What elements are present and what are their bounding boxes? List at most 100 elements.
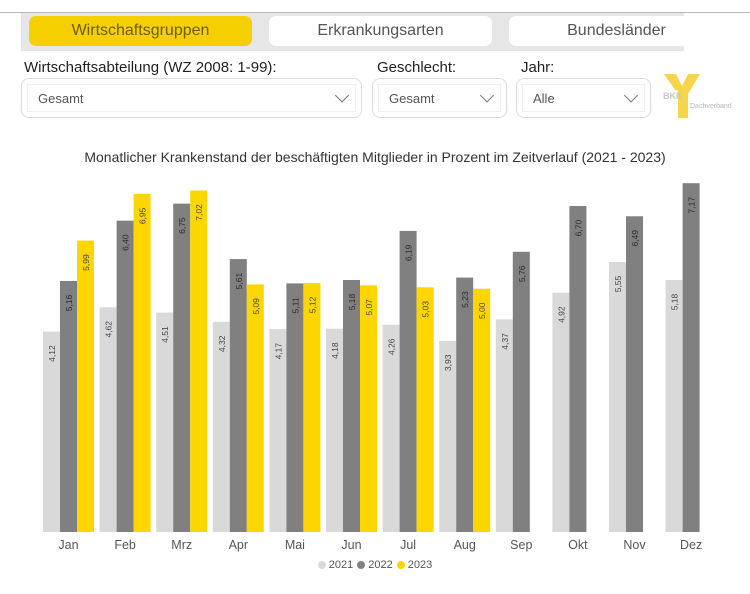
bar-2023-Jun[interactable] <box>360 285 377 532</box>
legend-dot-2021 <box>317 561 326 569</box>
data-label-2023-Jan: 5,99 <box>81 254 91 271</box>
x-tick-label-Jul: Jul <box>400 538 416 552</box>
logo-sub-text: Dachverband <box>690 103 732 110</box>
x-tick-label-Jun: Jun <box>341 538 361 552</box>
jahr-dropdown[interactable]: Alle <box>516 78 651 118</box>
tab-bar: Wirtschaftsgruppen Erkrankungsarten Bund… <box>21 13 724 51</box>
x-tick-label-Dez: Dez <box>680 538 702 552</box>
bar-2023-Feb[interactable] <box>133 193 151 532</box>
x-tick-label-Nov: Nov <box>623 538 646 552</box>
tab-wirtschaftsgruppen[interactable]: Wirtschaftsgruppen <box>29 16 252 46</box>
bar-2023-Mrz[interactable] <box>190 190 208 532</box>
x-tick-label-Okt: Okt <box>568 538 588 552</box>
chart-title: Monatlicher Krankenstand der beschäftigt… <box>84 149 666 165</box>
bar-2021-Apr[interactable] <box>212 321 230 532</box>
bar-2023-Jan[interactable] <box>77 240 94 532</box>
data-label-2023-Mai: 5,12 <box>307 296 317 313</box>
x-tick-label-Mrz: Mrz <box>171 538 192 552</box>
data-label-2021-Apr: 4,32 <box>217 335 227 352</box>
bar-2021-Jun[interactable] <box>326 328 343 532</box>
bar-2022-Nov[interactable] <box>626 216 643 532</box>
bar-2021-Okt[interactable] <box>552 292 570 532</box>
data-label-2021-Jun: 4,18 <box>330 342 340 359</box>
data-label-2021-Jan: 4,12 <box>47 345 57 362</box>
geschlecht-filter-label: Geschlecht: <box>377 59 457 76</box>
tab-erkrankungsarten[interactable]: Erkrankungsarten <box>269 16 492 46</box>
bar-2022-Mai[interactable] <box>286 283 304 532</box>
data-label-2022-Jan: 5,16 <box>64 294 74 311</box>
bar-2022-Apr[interactable] <box>229 259 247 532</box>
logo-y-shape <box>664 74 700 118</box>
data-label-2023-Jun: 5,07 <box>364 299 374 316</box>
wirtschaft-dropdown[interactable]: Gesamt <box>21 78 362 118</box>
data-label-2021-Okt: 4,92 <box>556 306 566 323</box>
x-tick-label-Feb: Feb <box>114 538 136 552</box>
bar-2021-Nov[interactable] <box>609 262 626 532</box>
legend-item-2023[interactable]: 2023 <box>396 559 433 571</box>
bar-2021-Jan[interactable] <box>43 331 60 532</box>
data-label-2021-Feb: 4,62 <box>104 321 114 338</box>
data-label-2022-Jul: 6,19 <box>404 244 414 261</box>
data-label-2023-Apr: 5,09 <box>251 298 261 315</box>
legend-dot-2022 <box>357 561 366 569</box>
wirtschaft-value: Gesamt <box>38 90 84 106</box>
bar-2021-Sep[interactable] <box>495 319 513 532</box>
bar-2022-Sep[interactable] <box>512 251 530 532</box>
top-divider <box>0 12 750 13</box>
data-label-2022-Aug: 5,23 <box>460 291 470 308</box>
bar-2023-Aug[interactable] <box>473 288 491 532</box>
data-label-2021-Sep: 4,37 <box>500 333 510 350</box>
legend-item-2021[interactable]: 2021 <box>317 559 354 571</box>
data-label-2023-Mrz: 7,02 <box>194 204 204 221</box>
data-label-2022-Nov: 6,49 <box>630 230 640 247</box>
logo-brand-text: BKK <box>663 91 683 101</box>
bar-2022-Feb[interactable] <box>116 220 134 532</box>
bar-2021-Mrz[interactable] <box>156 312 174 532</box>
legend-label-2021: 2021 <box>328 559 354 571</box>
geschlecht-select: Gesamt <box>378 84 501 112</box>
legend-label-2023: 2023 <box>407 559 433 571</box>
data-label-2023-Jul: 5,03 <box>421 301 431 318</box>
bkk-dachverband-logo: BKK Dachverband <box>662 74 732 118</box>
bar-2022-Dez[interactable] <box>682 183 700 532</box>
wirtschaft-select: Gesamt <box>27 84 356 112</box>
data-label-2021-Aug: 3,93 <box>443 354 453 371</box>
data-label-2021-Jul: 4,26 <box>387 338 397 355</box>
bar-2022-Okt[interactable] <box>569 206 587 532</box>
legend-item-2022[interactable]: 2022 <box>357 559 393 571</box>
bar-2021-Aug[interactable] <box>439 340 457 532</box>
data-label-2021-Nov: 5,55 <box>613 275 623 292</box>
bar-2022-Aug[interactable] <box>456 277 474 532</box>
chart-legend: 2021 2022 2023 <box>0 559 750 571</box>
wirtschaft-filter-label: Wirtschaftsabteilung (WZ 2008: 1-99): <box>24 59 277 76</box>
geschlecht-value: Gesamt <box>389 90 435 106</box>
x-tick-label-Aug: Aug <box>454 538 476 552</box>
bar-2022-Mrz[interactable] <box>173 203 191 532</box>
bar-2022-Jan[interactable] <box>60 280 77 532</box>
legend-label-2022: 2022 <box>368 559 393 571</box>
bar-2021-Jul[interactable] <box>382 324 400 532</box>
bar-2021-Mai[interactable] <box>269 329 287 532</box>
jahr-value: Alle <box>533 90 555 106</box>
data-label-2022-Okt: 6,70 <box>573 220 583 237</box>
bar-2023-Jul[interactable] <box>416 287 434 532</box>
x-tick-label-Apr: Apr <box>229 538 248 552</box>
geschlecht-dropdown[interactable]: Gesamt <box>372 78 507 118</box>
bar-2022-Jun[interactable] <box>343 280 360 532</box>
bar-2021-Feb[interactable] <box>99 307 117 532</box>
x-tick-label-Mai: Mai <box>285 538 305 552</box>
x-tick-label-Sep: Sep <box>510 538 532 552</box>
bar-2022-Jul[interactable] <box>399 230 417 532</box>
data-label-2021-Mrz: 4,51 <box>160 326 170 343</box>
data-label-2021-Dez: 5,18 <box>670 293 680 310</box>
bar-2023-Mai[interactable] <box>303 282 321 532</box>
tab-bundeslaender[interactable]: Bundesländer <box>509 16 724 46</box>
bar-2023-Apr[interactable] <box>246 284 264 532</box>
data-label-2022-Feb: 6,40 <box>121 234 131 251</box>
x-tick-label-Jan: Jan <box>58 538 78 552</box>
data-label-2023-Aug: 5,00 <box>477 302 487 319</box>
bar-2021-Dez[interactable] <box>665 280 683 532</box>
data-label-2022-Jun: 5,18 <box>347 293 357 310</box>
data-label-2022-Mai: 5,11 <box>290 297 300 313</box>
